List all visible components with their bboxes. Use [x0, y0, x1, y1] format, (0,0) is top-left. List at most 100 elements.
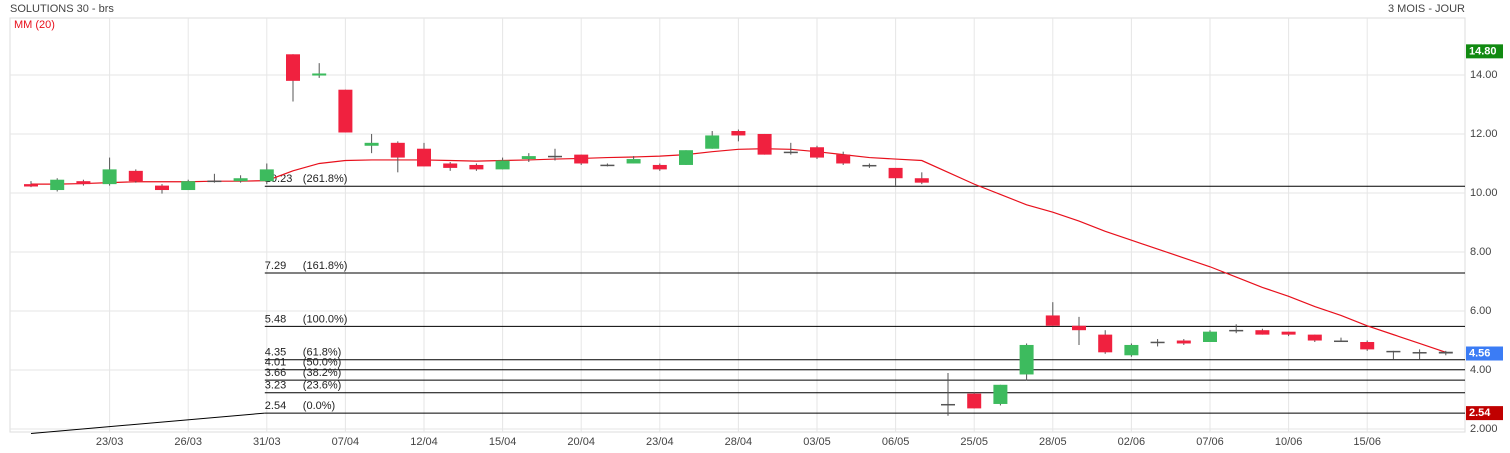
- candle-body: [521, 156, 536, 160]
- candle-body: [338, 89, 353, 133]
- candle-body: [233, 178, 248, 182]
- candle-body: [783, 151, 798, 154]
- candle-body: [1019, 344, 1034, 375]
- x-tick-label: 02/06: [1118, 436, 1146, 448]
- candle-body: [600, 164, 615, 167]
- x-tick-label: 10/06: [1275, 436, 1303, 448]
- candle-body: [626, 159, 641, 164]
- candle-body: [1098, 334, 1113, 353]
- candle-body: [574, 154, 589, 164]
- fib-value: 2.54: [265, 400, 286, 412]
- candle-body: [731, 131, 746, 136]
- candle-body: [1150, 341, 1165, 344]
- candle-body: [312, 73, 327, 76]
- fib-pct: (38.2%): [303, 367, 342, 379]
- x-tick-label: 07/06: [1196, 436, 1224, 448]
- fib-value: 3.23: [265, 380, 286, 392]
- candle-body: [1438, 351, 1453, 354]
- y-tick-label: 14.00: [1470, 69, 1498, 81]
- candle-body: [181, 181, 196, 191]
- candle-body: [1281, 331, 1296, 335]
- candle-body: [469, 164, 484, 170]
- candle-body: [810, 147, 824, 158]
- plot-frame: [9, 17, 1466, 433]
- price-tag: [1466, 44, 1503, 59]
- fib-pct: (161.8%): [303, 260, 348, 272]
- candle-body: [862, 164, 877, 167]
- x-tick-label: 07/04: [332, 436, 360, 448]
- candle-body: [705, 135, 720, 149]
- x-tick-label: 28/04: [725, 436, 753, 448]
- price-tag: [1466, 346, 1503, 361]
- candle-body: [888, 167, 903, 179]
- candle-body: [24, 184, 38, 187]
- candle-body: [1334, 340, 1348, 343]
- candle-body: [50, 179, 65, 191]
- price-tag-label: 2.54: [1469, 407, 1491, 419]
- candle-body: [967, 393, 982, 409]
- y-tick-label: 6.00: [1470, 305, 1491, 317]
- y-tick-label: 10.00: [1470, 187, 1498, 199]
- candle-body: [757, 133, 772, 155]
- candle-body: [1176, 340, 1191, 344]
- candle-body: [1412, 352, 1427, 354]
- fib-pct: (50.0%): [303, 357, 342, 369]
- candle-body: [1255, 330, 1270, 335]
- candle-body: [941, 403, 955, 406]
- price-tag-label: 14.80: [1469, 45, 1497, 57]
- x-tick-label: 15/06: [1353, 436, 1381, 448]
- x-tick-label: 20/04: [567, 436, 595, 448]
- candle-body: [1307, 334, 1322, 341]
- candle-body: [679, 150, 693, 165]
- candle-body: [914, 178, 929, 183]
- candle-body: [128, 170, 143, 182]
- candle-body: [1386, 350, 1401, 353]
- candle-body: [1072, 325, 1086, 331]
- x-tick-label: 31/03: [253, 436, 281, 448]
- candle-body: [207, 180, 222, 183]
- candle-body: [417, 148, 431, 167]
- price-tag-label: 4.56: [1469, 347, 1490, 359]
- candle-body: [1229, 329, 1244, 332]
- fib-pct: (23.6%): [303, 380, 342, 392]
- candle-body: [286, 54, 300, 81]
- y-tick-label: 2.000: [1470, 423, 1498, 435]
- candle-body: [155, 185, 169, 191]
- fib-pct: (61.8%): [303, 347, 342, 359]
- period: 3 MOIS - JOUR: [1388, 3, 1465, 15]
- x-tick-label: 06/05: [882, 436, 910, 448]
- candle-body: [1203, 331, 1217, 342]
- x-tick-label: 26/03: [174, 436, 202, 448]
- fib-value: 3.66: [265, 367, 286, 379]
- candle-body: [1360, 342, 1375, 350]
- x-tick-label: 12/04: [410, 436, 438, 448]
- candle-body: [495, 160, 510, 170]
- candle-body: [652, 164, 667, 170]
- candle-body: [993, 384, 1008, 404]
- candle-body: [390, 142, 405, 158]
- fib-pct: (0.0%): [303, 400, 335, 412]
- ma-legend: MM (20): [14, 19, 55, 31]
- candle-body: [836, 154, 851, 164]
- candle-body: [259, 169, 274, 182]
- candle-body: [102, 169, 117, 185]
- candle-body: [443, 163, 458, 168]
- fib-value: 7.29: [265, 260, 286, 272]
- y-tick-label: 12.00: [1470, 128, 1498, 140]
- x-tick-label: 28/05: [1039, 436, 1067, 448]
- x-tick-label: 15/04: [489, 436, 517, 448]
- fib-value: 5.48: [265, 313, 286, 325]
- x-tick-label: 23/03: [96, 436, 124, 448]
- candle-body: [1124, 344, 1139, 356]
- trend-line: [30, 412, 265, 434]
- x-tick-label: 23/04: [646, 436, 674, 448]
- x-tick-label: 03/05: [803, 436, 831, 448]
- candle-body: [1045, 315, 1060, 326]
- candle-body: [364, 142, 379, 146]
- price-tag: [1466, 406, 1503, 421]
- chart-title: SOLUTIONS 30 - brs: [10, 3, 114, 15]
- fib-pct: (261.8%): [303, 173, 348, 185]
- fib-value: 4.01: [265, 357, 286, 369]
